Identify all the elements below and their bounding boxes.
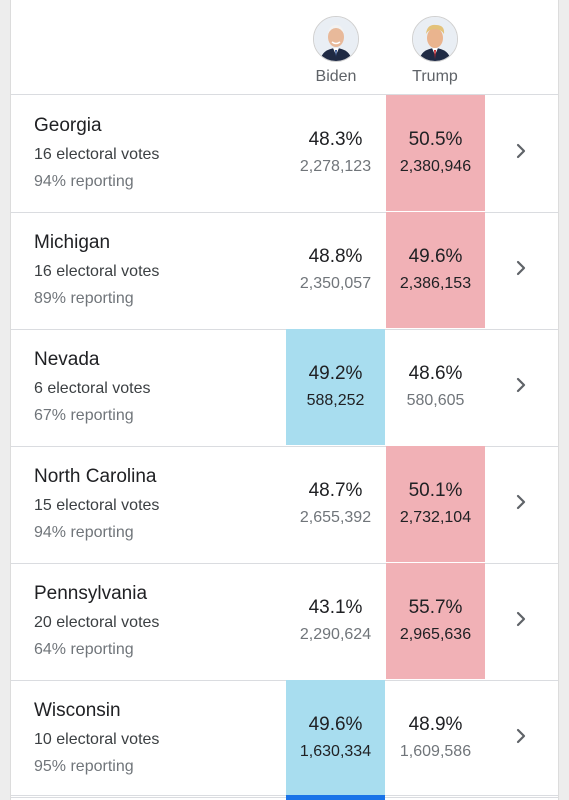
trump-result-cell: 49.6% 2,386,153 — [386, 212, 485, 328]
reporting-label: 94% reporting — [34, 524, 134, 541]
biden-result-cell: 48.7% 2,655,392 — [286, 446, 385, 562]
biden-votes: 2,290,624 — [299, 626, 372, 643]
reporting-label: 89% reporting — [34, 290, 134, 307]
trump-name-label: Trump — [412, 68, 458, 85]
next-row-biden-cell — [286, 795, 385, 800]
trump-votes: 2,965,636 — [399, 626, 472, 643]
state-name: Nevada — [34, 349, 100, 370]
candidate-column-trump: Trump — [385, 16, 485, 86]
electoral-votes-label: 6 electoral votes — [34, 380, 151, 397]
biden-percent: 48.7% — [308, 480, 363, 501]
biden-votes: 588,252 — [306, 392, 365, 409]
trump-percent: 55.7% — [408, 597, 463, 618]
chevron-right-icon[interactable] — [511, 726, 531, 746]
trump-votes: 580,605 — [406, 392, 465, 409]
trump-result-cell: 48.9% 1,609,586 — [386, 680, 485, 796]
trump-percent: 49.6% — [408, 246, 463, 267]
trump-votes: 2,380,946 — [399, 158, 472, 175]
biden-percent: 43.1% — [308, 597, 363, 618]
state-name: Pennsylvania — [34, 583, 148, 604]
biden-avatar-icon — [313, 16, 359, 62]
trump-percent: 48.6% — [408, 363, 463, 384]
state-info: Wisconsin 10 electoral votes 95% reporti… — [34, 700, 159, 776]
trump-votes: 1,609,586 — [399, 743, 472, 760]
state-row-nevada[interactable]: Nevada 6 electoral votes 67% reporting 4… — [11, 329, 558, 447]
biden-percent: 48.8% — [308, 246, 363, 267]
state-name: Georgia — [34, 115, 102, 136]
trump-percent: 50.5% — [408, 129, 463, 150]
reporting-label: 64% reporting — [34, 641, 134, 658]
biden-votes: 1,630,334 — [299, 743, 372, 760]
state-info: Pennsylvania 20 electoral votes 64% repo… — [34, 583, 159, 659]
trump-avatar-icon — [412, 16, 458, 62]
chevron-right-icon[interactable] — [511, 375, 531, 395]
chevron-right-icon[interactable] — [511, 141, 531, 161]
trump-percent: 48.9% — [408, 714, 463, 735]
state-info: Michigan 16 electoral votes 89% reportin… — [34, 232, 159, 308]
biden-percent: 49.6% — [308, 714, 363, 735]
reporting-label: 67% reporting — [34, 407, 134, 424]
state-row-north-carolina[interactable]: North Carolina 15 electoral votes 94% re… — [11, 446, 558, 564]
electoral-votes-label: 16 electoral votes — [34, 146, 160, 163]
state-info: Georgia 16 electoral votes 94% reporting — [34, 115, 159, 191]
state-row-michigan[interactable]: Michigan 16 electoral votes 89% reportin… — [11, 212, 558, 330]
reporting-label: 94% reporting — [34, 173, 134, 190]
biden-votes: 2,655,392 — [299, 509, 372, 526]
trump-votes: 2,386,153 — [399, 275, 472, 292]
trump-result-cell: 55.7% 2,965,636 — [386, 563, 485, 679]
state-info: Nevada 6 electoral votes 67% reporting — [34, 349, 151, 425]
chevron-right-icon[interactable] — [511, 492, 531, 512]
biden-votes: 2,350,057 — [299, 275, 372, 292]
row-divider — [11, 795, 558, 796]
trump-result-cell: 48.6% 580,605 — [386, 329, 485, 445]
trump-result-cell: 50.5% 2,380,946 — [386, 95, 485, 211]
electoral-votes-label: 16 electoral votes — [34, 263, 160, 280]
chevron-right-icon[interactable] — [511, 609, 531, 629]
biden-votes: 2,278,123 — [299, 158, 372, 175]
biden-result-cell: 49.6% 1,630,334 — [286, 680, 385, 796]
state-name: Wisconsin — [34, 700, 121, 721]
candidate-column-biden: Biden — [286, 16, 386, 86]
state-row-wisconsin[interactable]: Wisconsin 10 electoral votes 95% reporti… — [11, 680, 558, 798]
biden-percent: 49.2% — [308, 363, 363, 384]
results-header: Biden Trump — [11, 0, 558, 95]
biden-name-label: Biden — [315, 68, 357, 85]
biden-result-cell: 48.3% 2,278,123 — [286, 95, 385, 211]
biden-result-cell: 49.2% 588,252 — [286, 329, 385, 445]
trump-votes: 2,732,104 — [399, 509, 472, 526]
trump-percent: 50.1% — [408, 480, 463, 501]
trump-result-cell: 50.1% 2,732,104 — [386, 446, 485, 562]
state-row-georgia[interactable]: Georgia 16 electoral votes 94% reporting… — [11, 95, 558, 213]
election-results-card: Biden Trump Georgia 16 electoral votes 9… — [10, 0, 559, 800]
state-name: North Carolina — [34, 466, 157, 487]
biden-percent: 48.3% — [308, 129, 363, 150]
biden-result-cell: 48.8% 2,350,057 — [286, 212, 385, 328]
biden-result-cell: 43.1% 2,290,624 — [286, 563, 385, 679]
state-info: North Carolina 15 electoral votes 94% re… — [34, 466, 159, 542]
chevron-right-icon[interactable] — [511, 258, 531, 278]
state-name: Michigan — [34, 232, 111, 253]
reporting-label: 95% reporting — [34, 758, 134, 775]
electoral-votes-label: 20 electoral votes — [34, 614, 160, 631]
state-row-pennsylvania[interactable]: Pennsylvania 20 electoral votes 64% repo… — [11, 563, 558, 681]
electoral-votes-label: 10 electoral votes — [34, 731, 160, 748]
electoral-votes-label: 15 electoral votes — [34, 497, 160, 514]
